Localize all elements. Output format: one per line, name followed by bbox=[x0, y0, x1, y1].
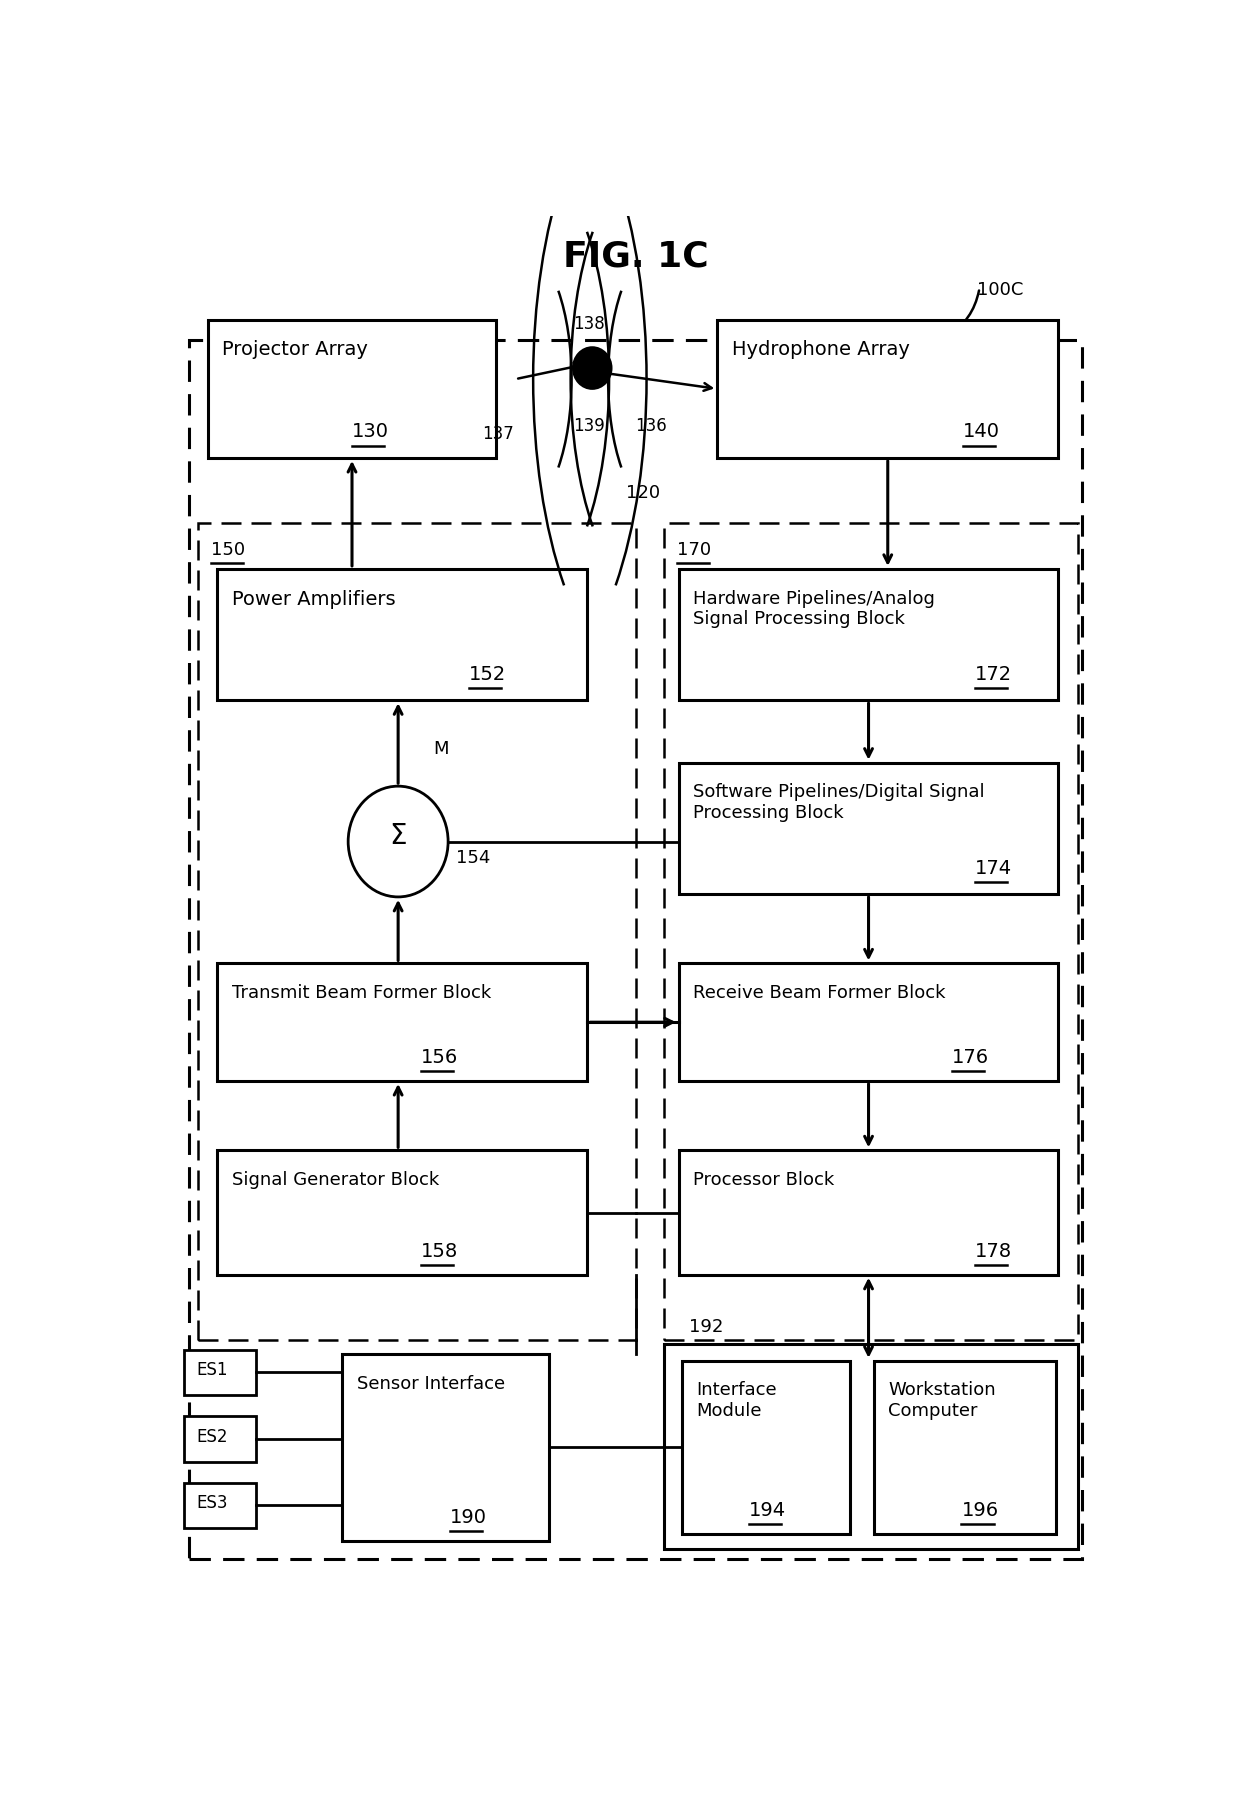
Text: 138: 138 bbox=[573, 315, 605, 333]
Text: $\Sigma$: $\Sigma$ bbox=[389, 822, 407, 850]
Text: Software Pipelines/Digital Signal
Processing Block: Software Pipelines/Digital Signal Proces… bbox=[693, 784, 985, 822]
FancyBboxPatch shape bbox=[874, 1361, 1056, 1534]
Text: ES3: ES3 bbox=[197, 1494, 228, 1512]
Text: Hardware Pipelines/Analog
Signal Processing Block: Hardware Pipelines/Analog Signal Process… bbox=[693, 590, 935, 628]
Text: 174: 174 bbox=[975, 858, 1012, 877]
FancyBboxPatch shape bbox=[184, 1417, 255, 1462]
Text: 139: 139 bbox=[573, 417, 605, 435]
Text: 170: 170 bbox=[677, 541, 711, 559]
FancyBboxPatch shape bbox=[217, 568, 588, 699]
Text: Power Amplifiers: Power Amplifiers bbox=[232, 590, 396, 608]
Text: 154: 154 bbox=[456, 849, 490, 867]
FancyBboxPatch shape bbox=[342, 1354, 549, 1541]
Text: 152: 152 bbox=[469, 665, 506, 683]
FancyBboxPatch shape bbox=[678, 964, 1059, 1081]
Text: Transmit Beam Former Block: Transmit Beam Former Block bbox=[232, 984, 491, 1001]
FancyBboxPatch shape bbox=[678, 762, 1059, 894]
Text: 156: 156 bbox=[420, 1048, 459, 1068]
FancyBboxPatch shape bbox=[678, 568, 1059, 699]
Text: Sensor Interface: Sensor Interface bbox=[357, 1374, 505, 1393]
Text: ES1: ES1 bbox=[197, 1361, 228, 1379]
Text: 137: 137 bbox=[481, 424, 513, 442]
Text: 150: 150 bbox=[211, 541, 244, 559]
Text: 194: 194 bbox=[749, 1501, 786, 1519]
Text: Hydrophone Array: Hydrophone Array bbox=[732, 340, 909, 360]
Text: 158: 158 bbox=[420, 1242, 459, 1260]
Text: 120: 120 bbox=[626, 484, 660, 502]
FancyBboxPatch shape bbox=[208, 320, 496, 458]
Text: M: M bbox=[434, 741, 449, 759]
Text: ES2: ES2 bbox=[197, 1428, 228, 1446]
FancyBboxPatch shape bbox=[184, 1350, 255, 1395]
Text: Workstation
Computer: Workstation Computer bbox=[888, 1381, 996, 1420]
FancyBboxPatch shape bbox=[217, 1151, 588, 1275]
FancyBboxPatch shape bbox=[678, 1151, 1059, 1275]
Text: FIG. 1C: FIG. 1C bbox=[563, 239, 708, 273]
Text: 130: 130 bbox=[352, 423, 389, 442]
Text: 136: 136 bbox=[635, 417, 667, 435]
Text: 172: 172 bbox=[975, 665, 1012, 683]
Text: 190: 190 bbox=[450, 1509, 487, 1527]
Text: Signal Generator Block: Signal Generator Block bbox=[232, 1170, 439, 1188]
FancyBboxPatch shape bbox=[217, 964, 588, 1081]
Text: Interface
Module: Interface Module bbox=[696, 1381, 776, 1420]
Text: 192: 192 bbox=[689, 1318, 724, 1336]
Text: 140: 140 bbox=[962, 423, 999, 442]
Ellipse shape bbox=[573, 347, 611, 388]
FancyBboxPatch shape bbox=[682, 1361, 849, 1534]
FancyBboxPatch shape bbox=[184, 1483, 255, 1528]
Text: 196: 196 bbox=[961, 1501, 998, 1519]
Text: 178: 178 bbox=[975, 1242, 1012, 1260]
Text: Processor Block: Processor Block bbox=[693, 1170, 835, 1188]
Text: 176: 176 bbox=[952, 1048, 990, 1068]
Text: Projector Array: Projector Array bbox=[222, 340, 368, 360]
Text: 100C: 100C bbox=[977, 280, 1023, 298]
Text: Receive Beam Former Block: Receive Beam Former Block bbox=[693, 984, 946, 1001]
FancyBboxPatch shape bbox=[717, 320, 1058, 458]
